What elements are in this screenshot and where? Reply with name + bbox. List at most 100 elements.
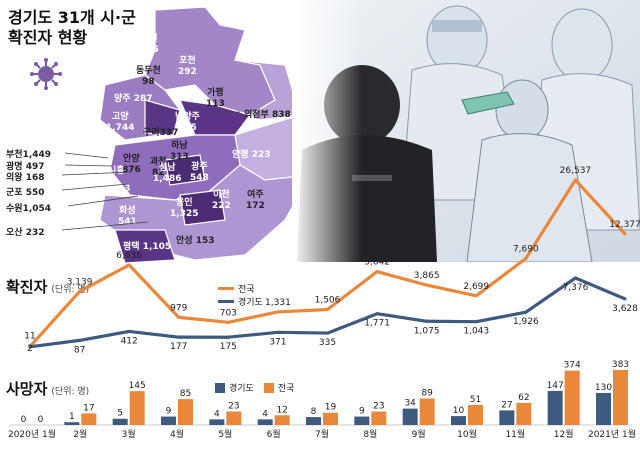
point-1-10 [524, 310, 528, 314]
map-label-gwacheon: 과천 82 [150, 157, 167, 178]
bar-1-9 [468, 404, 483, 425]
tick-label-0: 2020년 1월 [8, 428, 56, 440]
bar-label-1-12: 383 [612, 360, 629, 370]
data-label-1-7: 1,771 [364, 319, 390, 329]
out-label-gwangmyeong: 광명 497 [6, 162, 45, 172]
map-label-gapyeong: 가평 113 [206, 88, 225, 109]
data-label-1-2: 412 [121, 336, 138, 346]
map-label-paju: 파주 612 [80, 88, 99, 109]
legend-national-line: 전국 [218, 282, 255, 295]
bar-label-0-5: 4 [262, 409, 268, 419]
data-label-0-6: 1,506 [315, 296, 341, 306]
data-label-0-3: 979 [170, 303, 187, 313]
point-0-2 [127, 263, 131, 267]
tick-label-9: 10월 [457, 428, 477, 440]
out-label-gunpo: 군포 550 [6, 188, 45, 198]
bar-0-11 [547, 390, 563, 425]
bar-0-3 [161, 416, 176, 425]
point-1-0 [28, 345, 32, 349]
data-label-1-11: 7,376 [563, 283, 589, 293]
data-label-1-1: 87 [74, 345, 85, 355]
legend-swatch-gyeonggi-bar [215, 382, 225, 393]
data-label-1-8: 1,075 [414, 326, 440, 336]
out-label-uijeongbu: 의정부 838 [244, 110, 291, 120]
map-region-pyeongtaek [114, 229, 176, 264]
map-region-east [234, 59, 301, 121]
bar-label-0-9: 10 [453, 406, 465, 416]
legend-swatch-gyeonggi [218, 300, 234, 303]
bar-label-0-7: 9 [359, 407, 365, 417]
data-label-1-12: 3,628 [612, 304, 638, 314]
tick-label-11: 12월 [554, 428, 574, 440]
data-label-0-9: 2,699 [463, 282, 489, 292]
bar-label-1-4: 23 [228, 402, 239, 412]
data-label-1-4: 175 [220, 342, 237, 352]
tick-label-1: 2월 [73, 428, 87, 440]
data-label-0-4: 703 [220, 308, 237, 318]
map-region-namyangju [179, 99, 252, 136]
bar-0-1 [64, 422, 80, 425]
bar-label-1-8: 89 [421, 388, 433, 398]
bar-1-6 [323, 412, 338, 425]
bar-label-0-8: 34 [404, 399, 416, 409]
point-0-6 [326, 308, 329, 312]
map-label-anseong: 안성 153 [176, 236, 215, 246]
map-region-seongnam [164, 154, 206, 186]
bar-0-8 [402, 408, 418, 425]
legend-swatch-national-bar [263, 382, 274, 393]
medical-workers-photo [292, 0, 640, 262]
gyeonggi-map [99, 6, 312, 264]
out-label-suwon: 수원1,054 [6, 204, 52, 214]
deaths-unit: (단위: 명) [51, 387, 90, 397]
data-label-0-12: 12,377 [609, 220, 640, 230]
point-1-1 [78, 338, 82, 342]
point-0-9 [474, 294, 478, 298]
bar-label-0-11: 147 [547, 381, 564, 391]
point-0-12 [623, 232, 627, 236]
bar-label-1-6: 19 [325, 403, 337, 413]
bar-label-1-11: 374 [564, 361, 581, 371]
map-region-goyang [144, 99, 181, 136]
map-label-yangju: 양주 287 [114, 94, 153, 104]
bar-label-0-3: 9 [166, 407, 172, 417]
tick-label-2: 3월 [122, 428, 136, 440]
data-label-1-5: 371 [269, 337, 286, 347]
map-label-siheung: 시흥 [108, 166, 125, 176]
deaths-title: 사망자 (단위: 명) [6, 380, 90, 398]
bar-0-9 [451, 416, 466, 425]
bar-0-12 [596, 392, 611, 425]
data-label-1-6: 335 [319, 338, 336, 348]
bar-1-3 [178, 399, 193, 425]
tick-label-7: 8월 [363, 428, 377, 440]
data-label-0-1: 3,139 [67, 278, 93, 288]
bar-0-2 [112, 418, 128, 425]
bar-1-8 [419, 398, 435, 425]
map-label-hanam: 하남 313 [170, 141, 189, 162]
map-label-gimpo: 김포 589 [40, 110, 59, 131]
map-label-anyang: 안양 876 [122, 154, 141, 175]
point-0-4 [226, 320, 230, 324]
point-0-7 [375, 270, 379, 274]
bar-label-0-10: 27 [501, 400, 512, 410]
out-label-bucheon: 부천1,449 [6, 150, 52, 160]
point-1-11 [573, 276, 577, 280]
point-1-5 [276, 330, 280, 334]
data-label-1-3: 177 [170, 342, 187, 352]
map-label-yongin: 용인 1,325 [170, 198, 199, 219]
legend-deaths: 경기도 전국 [215, 381, 294, 394]
bar-label-0-12: 130 [595, 383, 612, 393]
title-line-1: 경기도 31개 시·군 [8, 8, 136, 27]
tick-label-3: 4월 [170, 428, 184, 440]
page-title: 경기도 31개 시·군 확진자 현황 [8, 8, 136, 48]
point-0-10 [524, 256, 528, 260]
map-label-yeoju: 여주 172 [246, 190, 265, 211]
map-label-yangpyeong: 양평 223 [232, 150, 271, 160]
data-label-0-2: 6,636 [116, 251, 142, 261]
tick-label-6: 7월 [315, 428, 329, 440]
data-label-0-5: 1,331 [265, 298, 291, 308]
bar-1-7 [371, 411, 387, 425]
out-label-osan: 오산 232 [6, 228, 45, 238]
bar-label-0-1: 1 [69, 412, 75, 422]
